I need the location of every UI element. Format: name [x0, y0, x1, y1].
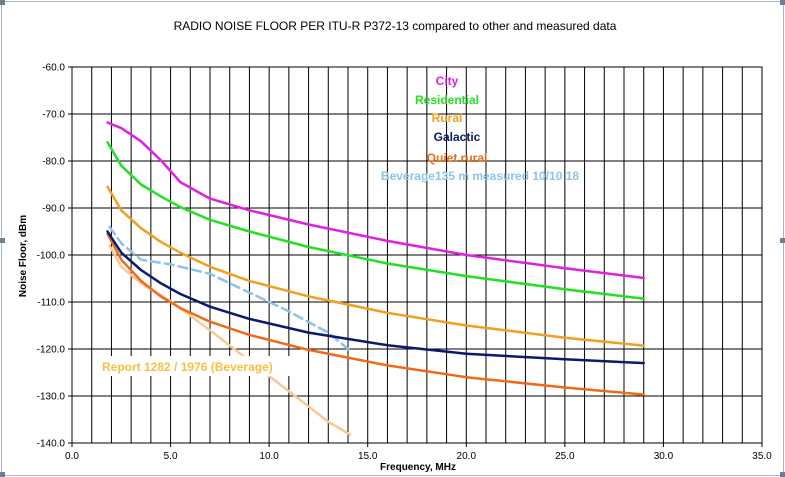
series-line-city [106, 121, 645, 280]
y-tick-label: -80.0 [42, 157, 65, 168]
y-tick-label: -140.0 [37, 439, 66, 450]
y-axis-title: Noise Floor, dBm [18, 215, 29, 297]
resize-handle-top-left[interactable] [0, 0, 5, 5]
y-tick-labels: -60.0 -70.0 -80.0 -90.0 -100.0 -110.0 -120.0 -1… [37, 63, 72, 450]
legend-label: Residential [415, 93, 479, 107]
series-line-quiet-rural [106, 232, 645, 396]
legend-label: Quiet rural [427, 151, 488, 165]
x-tick-label: 30.0 [654, 451, 674, 462]
x-tick-label: 10.0 [259, 451, 279, 462]
resize-handle-bottom-right[interactable] [780, 472, 785, 477]
series-line-report-1282-1976-beverage [108, 244, 352, 436]
legend-label: Rural [432, 111, 463, 125]
y-tick-label: -70.0 [42, 110, 65, 121]
legend-label: Beverage135 m measured 10/10 18 [381, 169, 579, 183]
series-line-residential [106, 140, 645, 300]
x-tick-label: 20.0 [457, 451, 477, 462]
resize-handle-left[interactable] [0, 238, 5, 243]
x-tick-label: 15.0 [358, 451, 378, 462]
chart-title: RADIO NOISE FLOOR PER ITU-R P372-13 comp… [174, 19, 617, 33]
annotation-background [95, 356, 291, 376]
x-tick-label: 35.0 [752, 451, 772, 462]
x-tick-labels: 0.0 5.0 10.0 15.0 20.0 25.0 30.0 35.0 [65, 443, 772, 462]
x-tick-label: 5.0 [164, 451, 178, 462]
legend[interactable]: City Residential Rural Galactic Quiet rural B… [95, 74, 579, 376]
resize-handle-right[interactable] [780, 238, 785, 243]
y-tick-label: -110.0 [37, 298, 65, 309]
y-tick-label: -60.0 [42, 63, 65, 74]
resize-handle-top-right[interactable] [780, 0, 785, 5]
series-lines [106, 121, 645, 436]
y-tick-label: -120.0 [37, 345, 66, 356]
series-line-galactic [106, 230, 645, 365]
x-tick-label: 25.0 [555, 451, 575, 462]
plot-area[interactable] [71, 66, 763, 444]
x-axis-title: Frequency, MHz [380, 462, 456, 473]
y-tick-label: -100.0 [37, 251, 66, 262]
annotation-label: Report 1282 / 1976 (Beverage) [102, 360, 273, 374]
y-tick-label: -130.0 [37, 392, 66, 403]
series-line-beverage135-m-measured-10-10-18 [108, 225, 350, 351]
x-tick-label: 0.0 [65, 451, 79, 462]
y-tick-label: -90.0 [42, 204, 65, 215]
legend-label: Galactic [434, 130, 481, 144]
resize-handle-bottom-left[interactable] [0, 472, 5, 477]
series-line-rural [106, 185, 645, 347]
legend-label: City [436, 74, 459, 88]
